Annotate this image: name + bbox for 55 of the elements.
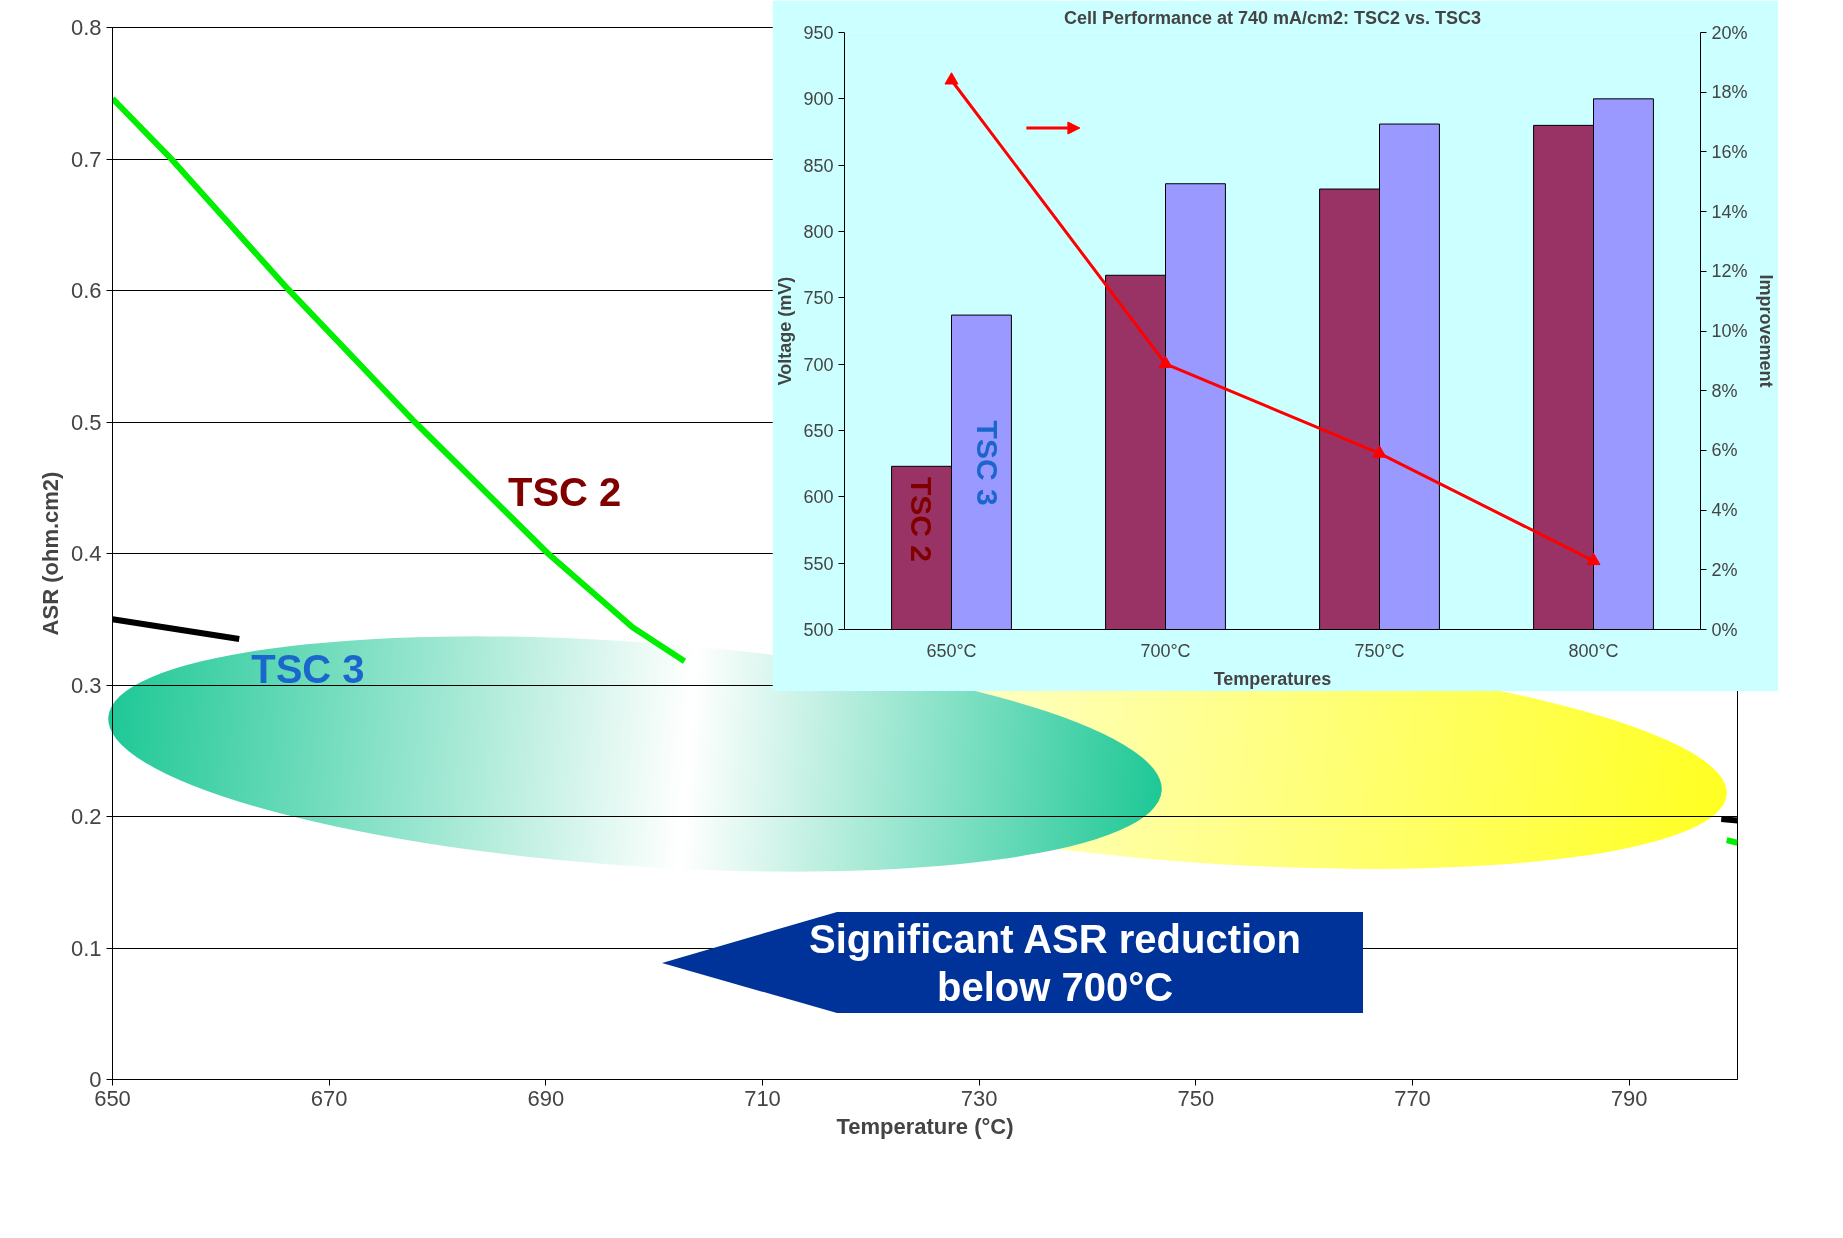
- x-tick-label: 730: [960, 1085, 998, 1111]
- y-axis-title: Voltage (mV): [775, 276, 796, 386]
- y-tick-label: 700: [803, 354, 834, 375]
- x-tick-label: 710: [744, 1085, 781, 1111]
- y2-tick-label: 20%: [1711, 22, 1748, 43]
- series-label: TSC 2: [508, 469, 622, 514]
- y-tick-label: 950: [803, 23, 834, 43]
- y2-tick-label: 16%: [1711, 141, 1748, 162]
- series-label: TSC 2: [905, 476, 939, 562]
- y-tick-label: 900: [803, 89, 834, 110]
- x-tick-label: 750: [1177, 1085, 1215, 1111]
- x-tick-label: 690: [527, 1085, 565, 1111]
- y2-tick-label: 12%: [1711, 261, 1748, 282]
- x-tick-label: 770: [1394, 1085, 1431, 1111]
- y-tick-label: 500: [803, 620, 834, 640]
- y2-tick-label: 18%: [1711, 82, 1748, 103]
- point: [1372, 445, 1387, 458]
- x-tick-label: 800°C: [1568, 640, 1619, 661]
- y2-axis-title: Improvement: [1755, 274, 1776, 388]
- y-tick-label: 550: [803, 553, 834, 574]
- y-tick-label: 0.6: [70, 278, 102, 303]
- series-label: TSC 3: [971, 420, 1005, 506]
- series-label: TSC 3: [251, 646, 365, 691]
- y-tick-label: 750: [803, 288, 834, 309]
- y2-tick-label: 0%: [1711, 619, 1738, 640]
- x-tick-label: 670: [310, 1085, 348, 1111]
- x-axis-title: Temperature (°C): [836, 1113, 1014, 1139]
- point: [1586, 552, 1601, 566]
- point: [944, 72, 959, 85]
- y-tick-label: 850: [803, 155, 834, 176]
- x-tick-label: 750°C: [1354, 640, 1405, 661]
- y-tick-label: 600: [803, 487, 834, 508]
- y-tick-label: 0.5: [70, 409, 102, 435]
- y-tick-label: 0.7: [70, 146, 102, 172]
- y-tick-label: 800: [803, 222, 834, 242]
- y2-tick-label: 2%: [1711, 559, 1738, 580]
- y-tick-label: 0.3: [70, 672, 102, 698]
- y2-tick-label: 8%: [1711, 380, 1738, 401]
- point: [1158, 355, 1173, 369]
- y-tick-label: 0: [89, 1067, 102, 1092]
- y2-tick-label: 6%: [1711, 440, 1738, 461]
- x-tick-label: 650°C: [926, 640, 977, 661]
- y-tick-label: 0.4: [70, 541, 102, 566]
- y-tick-label: 650: [803, 421, 834, 441]
- x-tick-label: 700°C: [1140, 640, 1191, 661]
- chart-title: Cell Performance at 740 mA/cm2: TSC2 vs. TSC3: [1063, 7, 1482, 28]
- y-axis-title: ASR (ohm.cm2): [37, 471, 63, 636]
- y-tick-label: 0.2: [70, 804, 102, 829]
- y-tick-label: 0.1: [70, 935, 102, 961]
- x-tick-label: 790: [1610, 1085, 1648, 1111]
- x-axis-title: Temperatures: [1213, 668, 1332, 689]
- y-tick-label: 0.8: [70, 15, 102, 40]
- y2-tick-label: 10%: [1711, 321, 1748, 341]
- y2-tick-label: 4%: [1711, 500, 1738, 521]
- y2-tick-label: 14%: [1711, 201, 1748, 222]
